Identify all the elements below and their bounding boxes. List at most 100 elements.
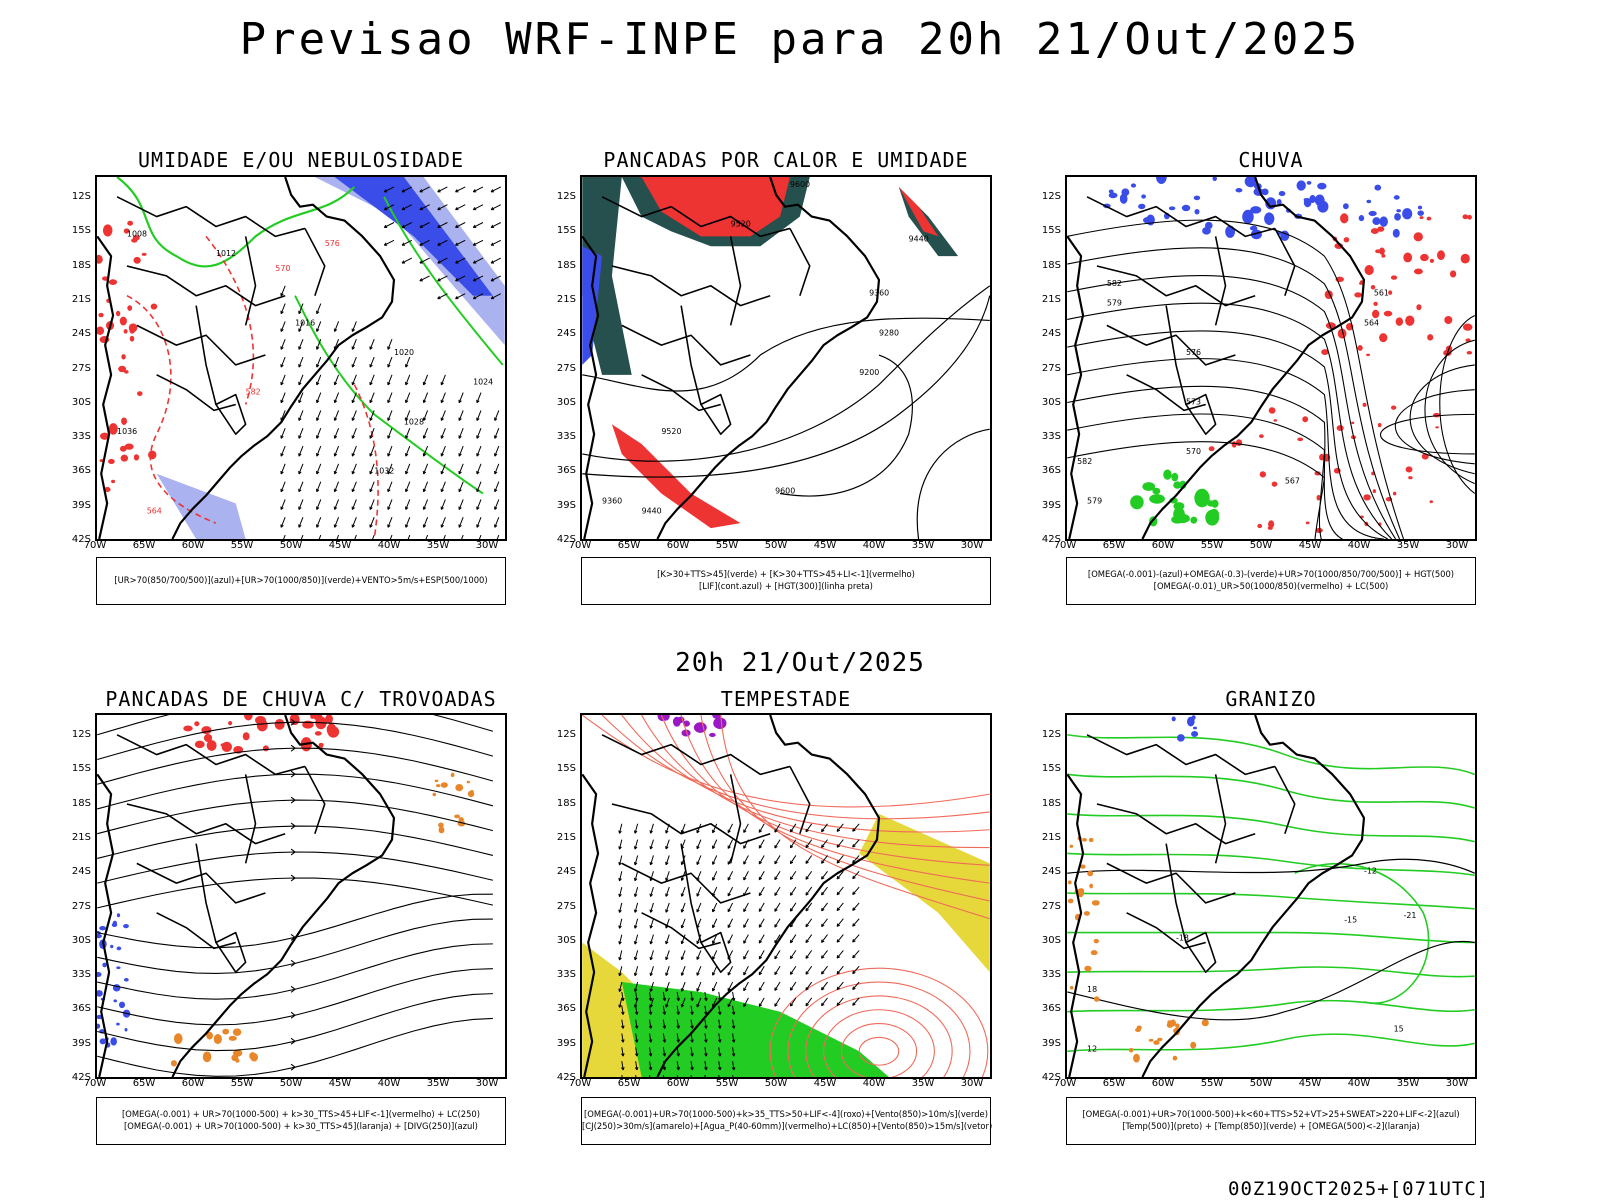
contour-label: 9600 bbox=[775, 487, 795, 496]
lon-tick-label: 55W bbox=[715, 1078, 739, 1089]
hgt500-contour bbox=[1379, 413, 1475, 455]
lat-tick-label: 36S bbox=[556, 1003, 576, 1015]
contour-label: 9280 bbox=[879, 328, 899, 337]
lat-tick-label: 18S bbox=[1041, 797, 1061, 809]
contour-label: 564 bbox=[147, 506, 162, 515]
lon-tick-label: 55W bbox=[715, 540, 739, 551]
lon-tick-label: 40W bbox=[1347, 540, 1371, 551]
hgt-contour bbox=[582, 317, 990, 392]
lat-tick-label: 30S bbox=[1041, 396, 1061, 408]
temp850-contour bbox=[1067, 813, 1475, 843]
red-dashed-contour bbox=[126, 294, 217, 524]
lat-tick-label: 27S bbox=[71, 900, 91, 912]
panel-title: PANCADAS POR CALOR E UMIDADE bbox=[603, 148, 969, 172]
hgt500-contour bbox=[1067, 274, 1397, 539]
wind-vectors bbox=[383, 186, 502, 300]
lat-tick-label: 42S bbox=[556, 534, 576, 545]
hgt500-contour bbox=[1067, 247, 1401, 539]
contour-label: 1032 bbox=[374, 467, 394, 476]
lat-tick-label: 24S bbox=[71, 866, 91, 878]
panel-legend: [OMEGA(-0.001)+UR>70(1000-500)+k>35_TTS>… bbox=[581, 1097, 993, 1145]
lat-tick-label: 36S bbox=[1041, 465, 1061, 477]
legend-line: [CJ(250)>30m/s](amarelo)+[Agua_P(40-60mm… bbox=[582, 1121, 993, 1131]
contour-label: 1020 bbox=[394, 348, 414, 357]
lon-tick-label: 65W bbox=[617, 540, 641, 551]
wind850-area bbox=[621, 982, 889, 1077]
legend-line: [OMEGA(-0.001)+UR>70(1000-500)+k<60+TTS>… bbox=[1082, 1109, 1460, 1119]
lon-tick-label: 50W bbox=[279, 1078, 303, 1089]
temp850-contour bbox=[1067, 931, 1475, 944]
lon-tick-label: 70W bbox=[1053, 540, 1077, 551]
lat-tick-label: 18S bbox=[71, 259, 91, 271]
lon-tick-label: 30W bbox=[960, 540, 984, 551]
lc850-contour bbox=[720, 715, 990, 920]
legend-line: [OMEGA(-0.001) + UR>70(1000-500) + k>30_… bbox=[121, 1109, 481, 1119]
lc850-contour bbox=[700, 715, 990, 902]
hgt500-contour bbox=[1067, 358, 1384, 539]
lon-tick-label: 50W bbox=[1249, 1078, 1273, 1089]
hgt500-contour bbox=[1409, 364, 1475, 475]
contour-label: 9200 bbox=[859, 368, 879, 377]
lc850-contour bbox=[641, 715, 990, 849]
lat-tick-label: 15S bbox=[1041, 763, 1061, 775]
coastline-borders bbox=[1067, 177, 1366, 539]
lon-tick-label: 30W bbox=[475, 540, 499, 551]
lon-tick-label: 50W bbox=[764, 1078, 788, 1089]
lat-tick-label: 12S bbox=[556, 191, 576, 202]
lat-tick-label: 33S bbox=[556, 969, 576, 981]
map-chuva: 582 579 576 573 570 567 564 561 582 579 bbox=[1065, 175, 1477, 541]
lat-tick-label: 39S bbox=[1041, 499, 1061, 511]
lc850-contour bbox=[621, 715, 990, 833]
lon-tick-label: 45W bbox=[1298, 540, 1322, 551]
map-pancadas-trovoadas bbox=[95, 713, 507, 1079]
temp850-contour bbox=[1067, 1033, 1475, 1053]
lon-tick-label: 60W bbox=[1151, 1078, 1175, 1089]
lat-tick-label: 24S bbox=[556, 866, 576, 878]
lat-tick-label: 15S bbox=[71, 763, 91, 775]
page-title: Previsao WRF-INPE para 20h 21/Out/2025 bbox=[239, 14, 1361, 65]
lat-tick-label: 24S bbox=[1041, 328, 1061, 340]
lat-tick-label: 12S bbox=[556, 729, 576, 740]
lat-tick-label: 36S bbox=[1041, 1003, 1061, 1015]
lc850-contour bbox=[858, 1036, 900, 1066]
lon-tick-label: 65W bbox=[132, 540, 156, 551]
lat-tick-label: 21S bbox=[556, 293, 576, 305]
contour-label: 582 bbox=[246, 388, 261, 397]
lon-tick-label: 40W bbox=[377, 1078, 401, 1089]
contour-label: 1008 bbox=[127, 229, 147, 238]
panel-title: UMIDADE E/OU NEBULOSIDADE bbox=[137, 148, 465, 172]
lon-tick-label: 40W bbox=[1347, 1078, 1371, 1089]
panel-title: TEMPESTADE bbox=[720, 687, 852, 711]
lat-tick-label: 12S bbox=[1041, 729, 1061, 740]
lc850-contour bbox=[601, 715, 990, 820]
map-umidade: 1008 1012 1016 1020 1024 1028 1032 1036 570 576 58… bbox=[95, 175, 507, 541]
red-dashed-contour bbox=[353, 384, 379, 539]
blue-west bbox=[582, 246, 603, 365]
lon-tick-label: 70W bbox=[568, 540, 592, 551]
orange-speckle-south bbox=[170, 1028, 259, 1067]
lon-tick-label: 60W bbox=[181, 1078, 205, 1089]
wind-vectors bbox=[621, 991, 736, 1077]
contour-label: 1036 bbox=[117, 427, 137, 436]
contour-label: 567 bbox=[1285, 477, 1300, 486]
lat-tick-label: 30S bbox=[71, 934, 91, 946]
contour-label: 9360 bbox=[602, 496, 622, 505]
contour-label: 570 bbox=[1186, 447, 1201, 456]
panel-title: PANCADAS DE CHUVA C/ TROVOADAS bbox=[105, 687, 497, 711]
lon-tick-label: 35W bbox=[911, 540, 935, 551]
lat-tick-label: 18S bbox=[1041, 259, 1061, 271]
lon-tick-label: 65W bbox=[132, 1078, 156, 1089]
lat-tick-label: 33S bbox=[1041, 431, 1061, 443]
lat-tick-label: 12S bbox=[71, 729, 91, 740]
legend-line: [UR>70(850/700/500)](azul)+[UR>70(1000/8… bbox=[114, 575, 488, 585]
lon-tick-label: 65W bbox=[1102, 1078, 1126, 1089]
lon-tick-label: 30W bbox=[1445, 1078, 1469, 1089]
lon-tick-label: 45W bbox=[328, 1078, 352, 1089]
lon-tick-label: 65W bbox=[1102, 540, 1126, 551]
contour-label: 1016 bbox=[295, 318, 315, 327]
legend-line: [OMEGA(-0.01)_UR>50(1000/850)(vermelho) … bbox=[1153, 581, 1389, 591]
hgt500-contour bbox=[1067, 385, 1380, 539]
lat-tick-label: 15S bbox=[71, 225, 91, 237]
lat-tick-label: 27S bbox=[71, 362, 91, 374]
